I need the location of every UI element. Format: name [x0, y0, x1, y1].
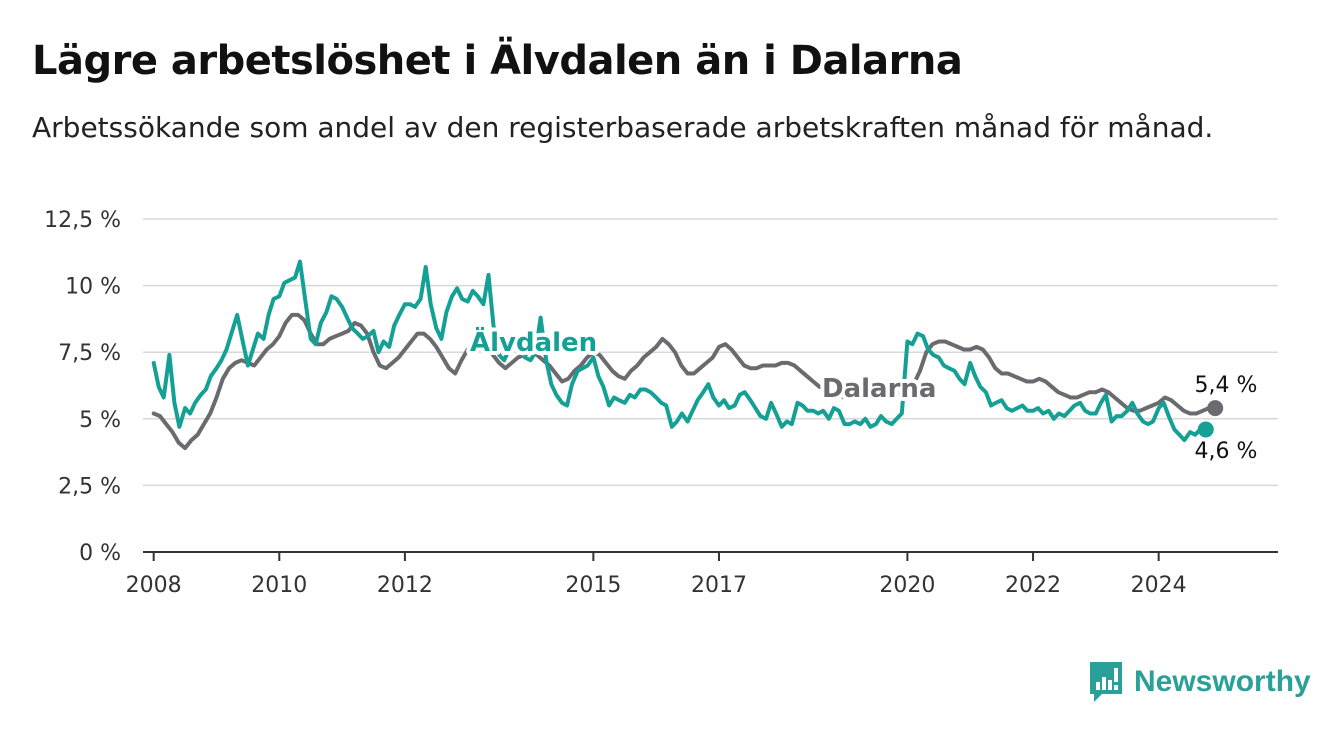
x-tick-label: 2008	[126, 573, 182, 598]
brand-name: Newsworthy	[1134, 665, 1311, 698]
x-tick-label: 2022	[1005, 573, 1061, 598]
x-tick-label: 2024	[1131, 573, 1187, 598]
x-tick-label: 2015	[565, 573, 621, 598]
y-tick-label: 10 %	[65, 275, 121, 300]
chart-subtitle: Arbetssökande som andel av den registerb…	[32, 111, 1214, 144]
x-tick-label: 2020	[879, 573, 935, 598]
series-label-alvdalen-halo: Älvdalen	[470, 326, 597, 358]
x-tick-label: 2017	[691, 573, 747, 598]
end-marker-dalarna	[1207, 400, 1224, 417]
x-tick-label: 2012	[377, 573, 433, 598]
chart-title: Lägre arbetslöshet i Älvdalen än i Dalar…	[32, 38, 963, 84]
end-label-dalarna: 5,4 %	[1195, 373, 1258, 398]
series-line-dalarna	[151, 312, 1218, 451]
end-label-alvdalen: 4,6 %	[1195, 439, 1258, 464]
newsworthy-logo-icon	[1090, 662, 1122, 702]
series-line-alvdalen	[151, 259, 1208, 443]
y-tick-label: 5 %	[79, 408, 121, 433]
x-tick-label: 2010	[251, 573, 307, 598]
y-tick-label: 12,5 %	[44, 208, 121, 233]
series-label-dalarna-halo: Dalarna	[822, 374, 936, 404]
y-tick-label: 2,5 %	[58, 474, 121, 499]
series-label-alvdalen: Älvdalen	[470, 326, 597, 358]
brand: Newsworthy	[1088, 660, 1311, 704]
end-marker-alvdalen	[1197, 421, 1214, 438]
y-tick-label: 7,5 %	[58, 341, 121, 366]
series-label-dalarna: Dalarna	[822, 374, 936, 404]
y-tick-label: 0 %	[79, 541, 121, 566]
